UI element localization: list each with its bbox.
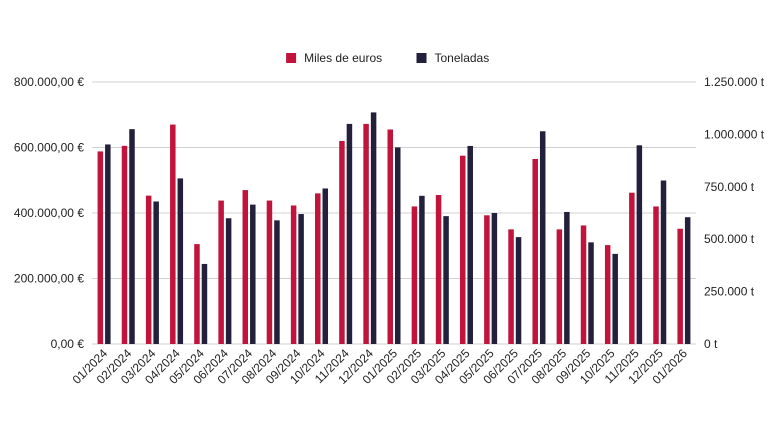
bar-miles-de-euros — [484, 215, 490, 344]
bar-miles-de-euros — [363, 123, 369, 344]
bar-miles-de-euros — [170, 124, 176, 344]
bar-toneladas — [419, 195, 425, 344]
y-left-tick-label: 400.000,00 € — [14, 206, 84, 220]
bar-toneladas — [395, 147, 401, 344]
bar-toneladas — [177, 178, 184, 344]
y-left-tick-label: 600.000,00 € — [14, 141, 84, 155]
legend-label: Miles de euros — [304, 51, 382, 65]
bar-miles-de-euros — [459, 155, 466, 344]
bar-miles-de-euros — [532, 158, 538, 344]
bar-miles-de-euros — [411, 206, 418, 344]
y-right-tick-label: 0 t — [704, 337, 718, 351]
bar-toneladas — [564, 211, 570, 344]
bar-toneladas — [129, 129, 135, 344]
bar-toneladas — [491, 213, 498, 344]
bar-miles-de-euros — [629, 192, 635, 344]
legend-label: Toneladas — [435, 51, 490, 65]
y-right-tick-label: 500.000 t — [704, 232, 755, 246]
bar-miles-de-euros — [604, 245, 611, 344]
bar-miles-de-euros — [339, 140, 345, 344]
bar-toneladas — [684, 217, 691, 344]
bar-toneladas — [660, 180, 667, 344]
bars — [97, 112, 691, 344]
bar-miles-de-euros — [242, 190, 249, 344]
y-left-tick-label: 200.000,00 € — [14, 272, 84, 286]
bar-miles-de-euros — [653, 206, 659, 344]
bar-toneladas — [298, 214, 304, 344]
bar-miles-de-euros — [266, 200, 273, 344]
bar-miles-de-euros — [290, 205, 297, 344]
bar-toneladas — [612, 253, 618, 344]
bar-miles-de-euros — [508, 229, 514, 344]
bar-toneladas — [467, 145, 473, 344]
bar-toneladas — [539, 131, 546, 344]
bar-miles-de-euros — [194, 244, 200, 344]
bar-toneladas — [201, 263, 208, 344]
legend-swatch — [286, 53, 297, 63]
bar-toneladas — [346, 123, 353, 344]
y-left-tick-label: 800.000,00 € — [14, 75, 84, 89]
y-right-tick-label: 1.250.000 t — [704, 75, 765, 89]
bar-miles-de-euros — [218, 200, 224, 344]
bar-toneladas — [588, 242, 594, 344]
bar-toneladas — [225, 218, 232, 344]
bar-toneladas — [515, 237, 522, 344]
bar-miles-de-euros — [580, 225, 587, 344]
axes: 0,00 € 200.000,00 € 400.000,00 € 600.000,00… — [14, 75, 765, 387]
bar-miles-de-euros — [556, 229, 563, 344]
gridlines — [92, 81, 696, 345]
y-right-tick-label: 1.000.000 t — [704, 127, 765, 141]
bar-toneladas — [105, 144, 111, 344]
bar-toneladas — [636, 145, 643, 344]
bar-miles-de-euros — [121, 145, 128, 344]
bar-miles-de-euros — [97, 151, 104, 344]
bar-miles-de-euros — [677, 228, 683, 344]
y-left-tick-label: 0,00 € — [51, 337, 85, 351]
bar-miles-de-euros — [145, 195, 152, 344]
legend-swatch — [416, 53, 427, 63]
bar-miles-de-euros — [387, 129, 393, 344]
bar-toneladas — [274, 220, 280, 344]
bar-toneladas — [443, 216, 449, 344]
bar-toneladas — [322, 188, 329, 344]
bar-toneladas — [250, 204, 256, 344]
bar-toneladas — [153, 201, 159, 344]
y-right-tick-label: 750.000 t — [704, 180, 755, 194]
y-right-tick-label: 250.000 t — [704, 285, 755, 299]
bar-toneladas — [370, 112, 377, 344]
bar-miles-de-euros — [315, 193, 321, 344]
bar-miles-de-euros — [435, 194, 442, 344]
legend: Miles de euros Toneladas — [286, 51, 489, 65]
